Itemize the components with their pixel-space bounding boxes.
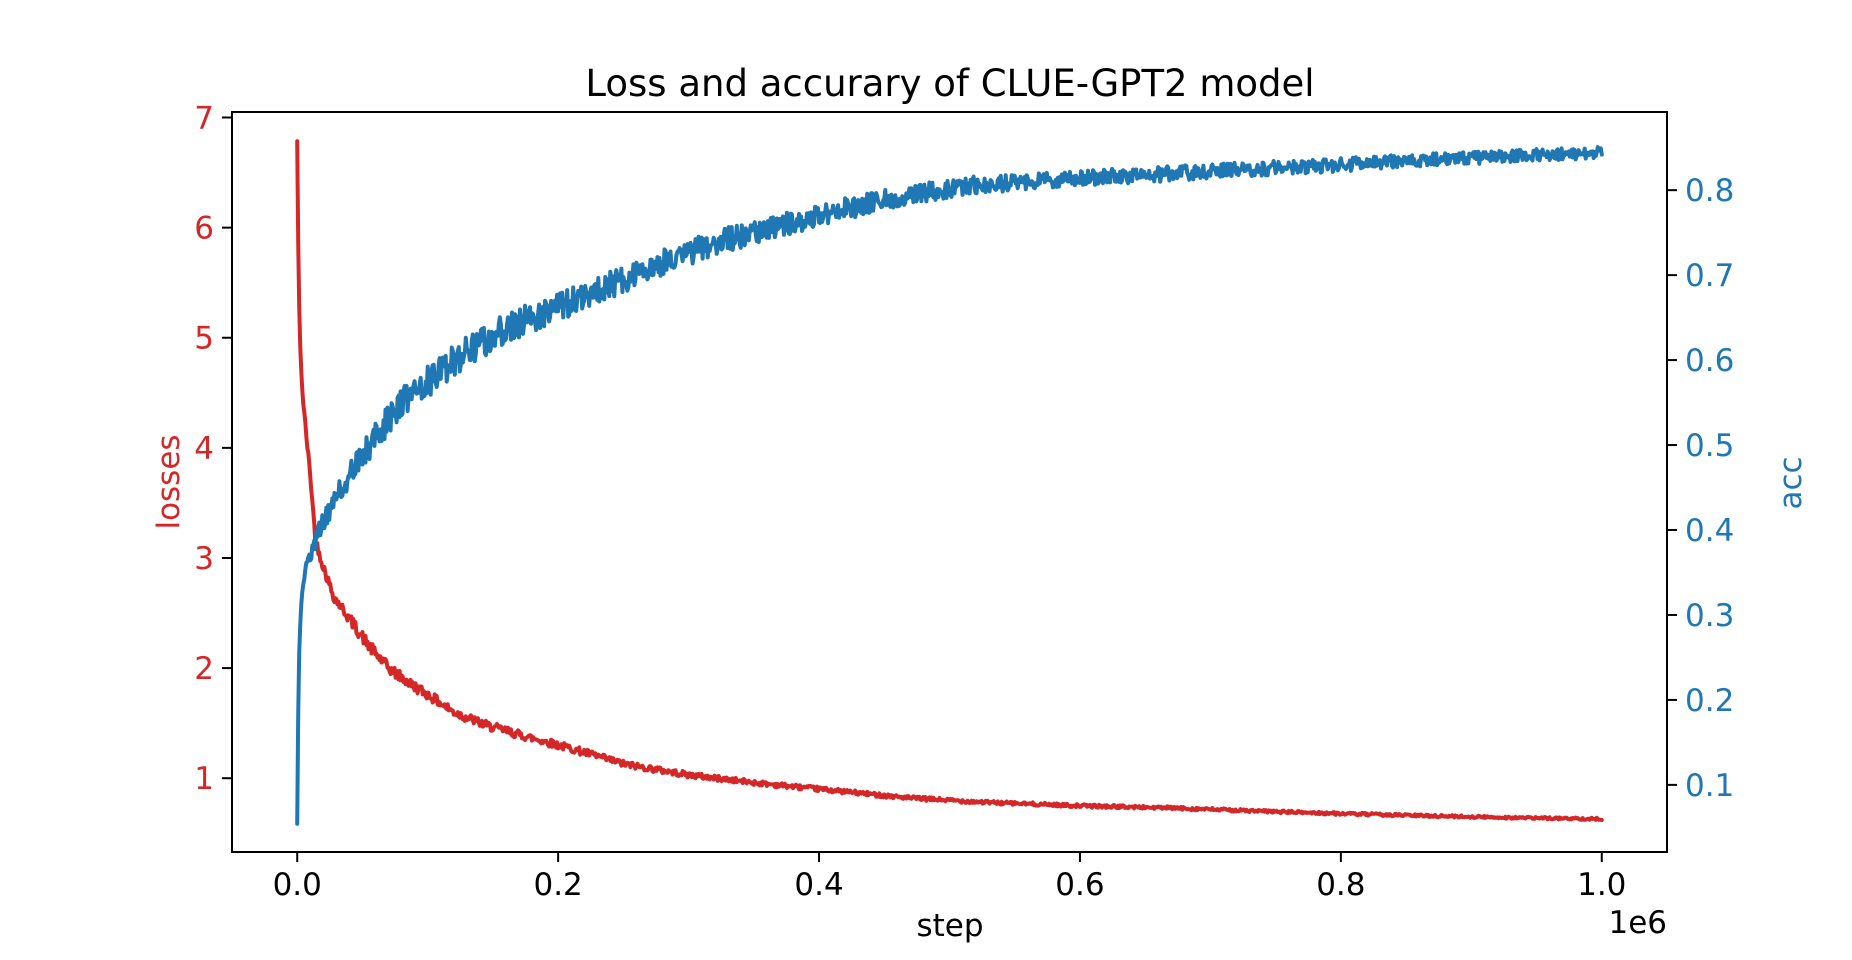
right-y-tick-label: 0.8 bbox=[1685, 173, 1734, 209]
left-y-tick-label: 4 bbox=[194, 431, 214, 467]
left-y-tick-label: 7 bbox=[194, 101, 214, 137]
chart-title: Loss and accurary of CLUE-GPT2 model bbox=[585, 62, 1314, 105]
left-y-tick-label: 6 bbox=[194, 211, 214, 247]
x-tick-label: 0.0 bbox=[273, 867, 322, 903]
right-y-tick-label: 0.3 bbox=[1685, 598, 1734, 634]
x-tick-label: 0.6 bbox=[1055, 867, 1104, 903]
right-y-axis-label: acc bbox=[1773, 456, 1809, 509]
x-axis-label: step bbox=[916, 908, 983, 944]
left-y-tick-label: 5 bbox=[194, 321, 214, 357]
x-tick-label: 0.4 bbox=[794, 867, 843, 903]
right-y-tick-label: 0.4 bbox=[1685, 513, 1734, 549]
plot-frame bbox=[231, 111, 1668, 853]
left-y-tick-label: 3 bbox=[194, 541, 214, 577]
curve-layer bbox=[295, 139, 1604, 826]
left-y-axis-label: losses bbox=[151, 434, 187, 529]
left-y-tick-label: 1 bbox=[194, 761, 214, 797]
x-tick-label: 1.0 bbox=[1577, 867, 1626, 903]
right-y-tick-label: 0.6 bbox=[1685, 343, 1734, 379]
acc-curve bbox=[295, 145, 1604, 826]
right-y-tick-label: 0.5 bbox=[1685, 428, 1734, 464]
left-y-tick-label: 2 bbox=[194, 651, 214, 687]
x-tick-label: 0.8 bbox=[1316, 867, 1365, 903]
losses-curve bbox=[295, 139, 1604, 822]
right-y-tick-label: 0.7 bbox=[1685, 258, 1734, 294]
right-y-tick-label: 0.1 bbox=[1685, 768, 1734, 804]
right-y-tick-label: 0.2 bbox=[1685, 683, 1734, 719]
tick-layer: 0.0 0.2 0.4 0.6 0.8 1.0 1 2 3 4 5 6 7 0.1 0.2 0.3 0.4 0.5… bbox=[194, 101, 1734, 903]
x-axis-offset-label: 1e6 bbox=[1608, 905, 1667, 941]
x-tick-label: 0.2 bbox=[533, 867, 582, 903]
